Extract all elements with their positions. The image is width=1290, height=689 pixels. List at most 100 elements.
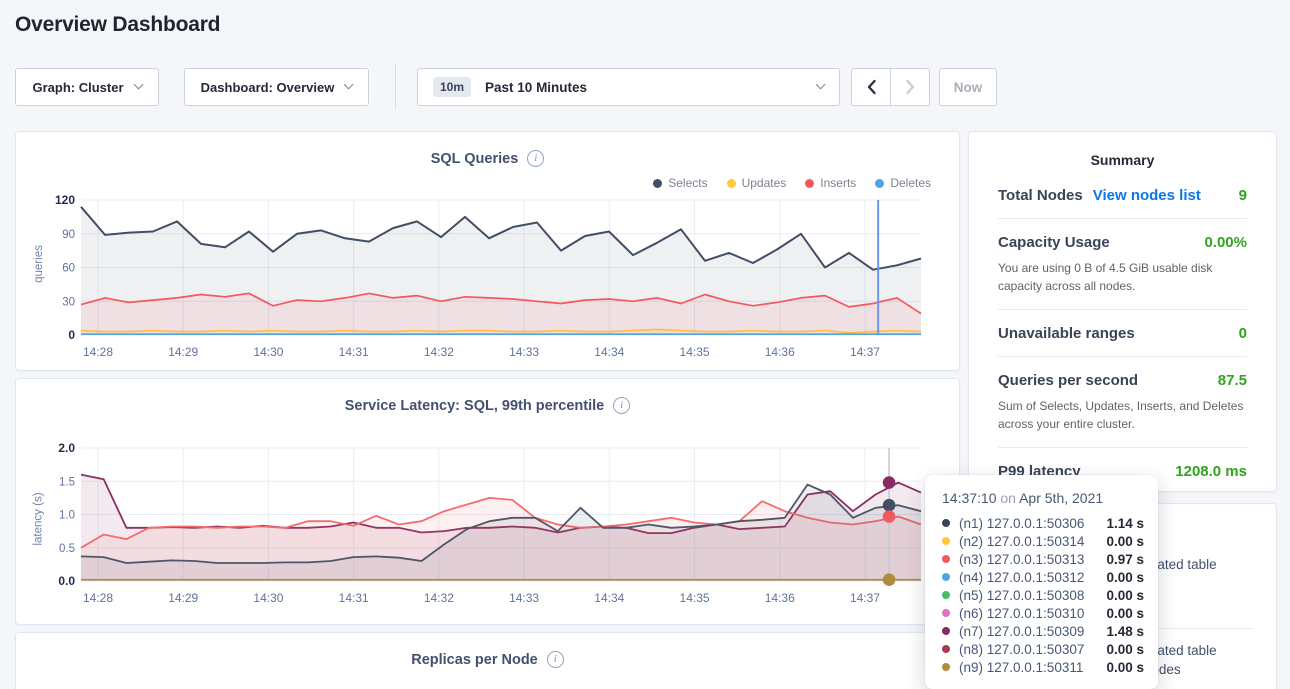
toolbar-divider <box>395 64 396 110</box>
y-tick-label: 30 <box>62 296 75 308</box>
summary-item-value: 0 <box>1239 325 1247 342</box>
chevron-left-icon <box>866 79 877 95</box>
node-address: (n5) 127.0.0.1:50308 <box>959 588 1106 603</box>
node-latency-value: 1.14 s <box>1106 516 1144 531</box>
page-title: Overview Dashboard <box>15 13 220 37</box>
x-tick-label: 14:34 <box>594 345 624 359</box>
time-prev-button[interactable] <box>851 68 891 106</box>
chart-hover-tooltip: 14:37:10 on Apr 5th, 2021 (n1) 127.0.0.1… <box>925 475 1158 689</box>
node-address: (n8) 127.0.0.1:50307 <box>959 642 1106 657</box>
time-range-picker[interactable]: 10m Past 10 Minutes <box>417 68 840 106</box>
node-latency-value: 0.97 s <box>1106 552 1144 567</box>
node-latency-value: 0.00 s <box>1106 570 1144 585</box>
y-tick-label: 60 <box>62 263 75 275</box>
now-button[interactable]: Now <box>939 68 997 106</box>
tooltip-node-row: (n5) 127.0.0.1:50308 0.00 s <box>942 586 1144 604</box>
graph-dropdown-label: Graph: Cluster <box>32 80 123 95</box>
sql-queries-chart[interactable]: 030609012014:2814:2914:3014:3114:3214:33… <box>38 189 943 361</box>
legend-dot-icon <box>875 179 884 188</box>
tooltip-node-row: (n4) 127.0.0.1:50312 0.00 s <box>942 568 1144 586</box>
node-color-dot-icon <box>942 591 950 599</box>
x-tick-label: 14:34 <box>594 591 624 605</box>
replicas-per-node-card: Replicas per Node i <box>15 632 960 689</box>
node-address: (n3) 127.0.0.1:50313 <box>959 552 1106 567</box>
x-tick-label: 14:29 <box>168 591 198 605</box>
node-latency-value: 0.00 s <box>1106 534 1144 549</box>
x-tick-label: 14:35 <box>680 591 710 605</box>
y-tick-label: 90 <box>62 229 75 241</box>
summary-item: Unavailable ranges 0 <box>998 309 1247 356</box>
dashboard-dropdown-label: Dashboard: Overview <box>201 80 335 95</box>
chart-title: SQL Queries <box>431 151 519 167</box>
legend-item[interactable]: Selects <box>653 176 707 190</box>
node-color-dot-icon <box>942 627 950 635</box>
node-address: (n9) 127.0.0.1:50311 <box>959 660 1106 675</box>
legend-item[interactable]: Inserts <box>805 176 856 190</box>
node-color-dot-icon <box>942 519 950 527</box>
tooltip-node-row: (n3) 127.0.0.1:50313 0.97 s <box>942 550 1144 568</box>
info-icon[interactable]: i <box>547 651 564 668</box>
y-tick-label: 120 <box>55 193 75 207</box>
node-address: (n4) 127.0.0.1:50312 <box>959 570 1106 585</box>
summary-item-description: Sum of Selects, Updates, Inserts, and De… <box>998 397 1247 433</box>
summary-title: Summary <box>969 152 1276 168</box>
service-latency-card: Service Latency: SQL, 99th percentile i … <box>15 378 960 625</box>
y-tick-label: 0 <box>68 328 75 342</box>
chevron-down-icon <box>133 80 143 90</box>
summary-list: Total Nodes View nodes list 9 Capacity U… <box>969 172 1276 494</box>
node-color-dot-icon <box>942 555 950 563</box>
x-tick-label: 14:36 <box>765 591 795 605</box>
crosshair-dot <box>883 573 896 586</box>
x-tick-label: 14:31 <box>339 591 369 605</box>
time-next-button[interactable] <box>890 68 930 106</box>
chart-title: Replicas per Node <box>411 652 538 668</box>
x-tick-label: 14:35 <box>680 345 710 359</box>
tooltip-node-row: (n2) 127.0.0.1:50314 0.00 s <box>942 532 1144 550</box>
node-latency-value: 0.00 s <box>1106 588 1144 603</box>
summary-item-value: 0.00% <box>1204 234 1247 251</box>
chevron-down-icon <box>816 80 826 90</box>
tooltip-node-row: (n7) 127.0.0.1:50309 1.48 s <box>942 622 1144 640</box>
summary-item-label: Total Nodes <box>998 187 1083 204</box>
x-tick-label: 14:28 <box>83 591 113 605</box>
summary-item-value: 1208.0 ms <box>1175 463 1247 480</box>
x-tick-label: 14:32 <box>424 345 454 359</box>
x-tick-label: 14:36 <box>765 345 795 359</box>
crosshair-dot <box>883 510 896 523</box>
x-tick-label: 14:30 <box>253 345 283 359</box>
view-nodes-list-link[interactable]: View nodes list <box>1093 187 1201 204</box>
node-color-dot-icon <box>942 609 950 617</box>
tooltip-node-row: (n6) 127.0.0.1:50310 0.00 s <box>942 604 1144 622</box>
node-address: (n2) 127.0.0.1:50314 <box>959 534 1106 549</box>
tooltip-node-row: (n1) 127.0.0.1:50306 1.14 s <box>942 514 1144 532</box>
chevron-right-icon <box>905 79 916 95</box>
summary-panel: Summary Total Nodes View nodes list 9 Ca… <box>968 131 1277 492</box>
summary-item: Total Nodes View nodes list 9 <box>998 172 1247 218</box>
dashboard-dropdown[interactable]: Dashboard: Overview <box>184 68 369 106</box>
node-latency-value: 0.00 s <box>1106 660 1144 675</box>
node-color-dot-icon <box>942 537 950 545</box>
time-range-label: Past 10 Minutes <box>485 80 817 95</box>
overview-dashboard-page: Overview Dashboard Graph: Cluster Dashbo… <box>0 0 1290 689</box>
y-tick-label: 1.5 <box>59 476 75 488</box>
graph-dropdown[interactable]: Graph: Cluster <box>15 68 159 106</box>
legend-item[interactable]: Deletes <box>875 176 931 190</box>
chart-legend: Selects Updates Inserts Deletes <box>653 176 931 190</box>
info-icon[interactable]: i <box>527 150 544 167</box>
tooltip-node-row: (n9) 127.0.0.1:50311 0.00 s <box>942 658 1144 676</box>
node-color-dot-icon <box>942 573 950 581</box>
x-tick-label: 14:31 <box>339 345 369 359</box>
info-icon[interactable]: i <box>613 397 630 414</box>
node-latency-value: 1.48 s <box>1106 624 1144 639</box>
summary-item-value: 9 <box>1239 187 1247 204</box>
tooltip-timestamp: 14:37:10 on Apr 5th, 2021 <box>942 490 1144 506</box>
tooltip-rows: (n1) 127.0.0.1:50306 1.14 s (n2) 127.0.0… <box>942 514 1144 676</box>
x-tick-label: 14:33 <box>509 345 539 359</box>
y-tick-label: 0.0 <box>58 574 75 588</box>
crosshair-dot <box>883 476 896 489</box>
legend-item[interactable]: Updates <box>727 176 787 190</box>
summary-item-label: Queries per second <box>998 372 1138 389</box>
service-latency-chart[interactable]: 0.00.51.01.52.014:2814:2914:3014:3114:32… <box>38 437 943 607</box>
legend-dot-icon <box>805 179 814 188</box>
chevron-down-icon <box>344 80 354 90</box>
